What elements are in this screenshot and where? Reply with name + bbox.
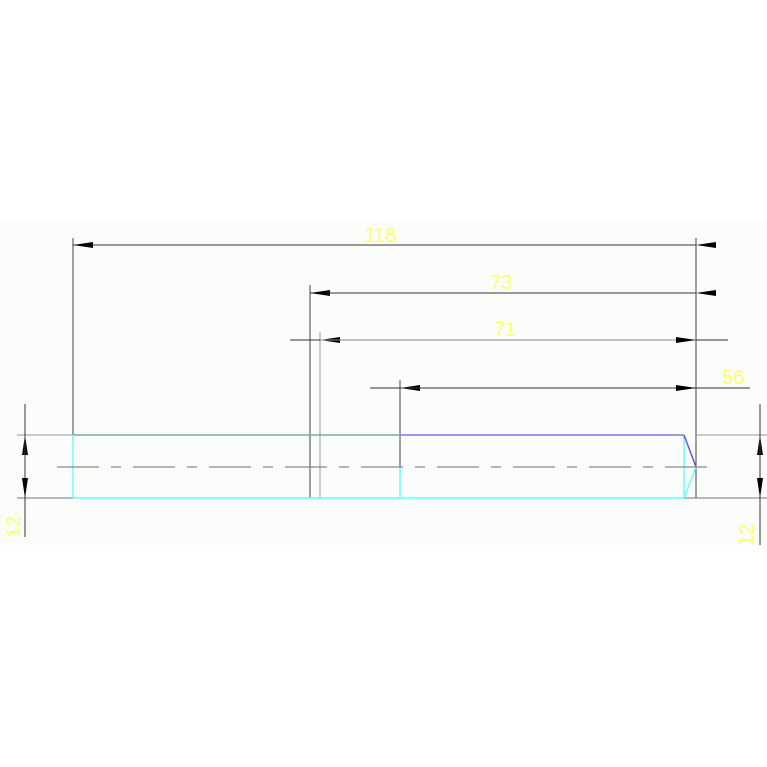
dim-text-71: 71: [494, 319, 516, 341]
dimension-lines: [22, 242, 763, 545]
part-chamfer-bottom: [683, 466, 697, 499]
dim-text-right-12: 12: [736, 524, 758, 546]
part-outline: [72, 434, 697, 499]
dim-text-left-12: 12: [3, 516, 25, 538]
dim-text-73: 73: [490, 272, 512, 294]
part-chamfer-top: [683, 434, 697, 468]
drawing-area-background: [0, 222, 767, 545]
dim-text-118: 118: [364, 225, 396, 247]
dim-text-56: 56: [722, 367, 744, 389]
